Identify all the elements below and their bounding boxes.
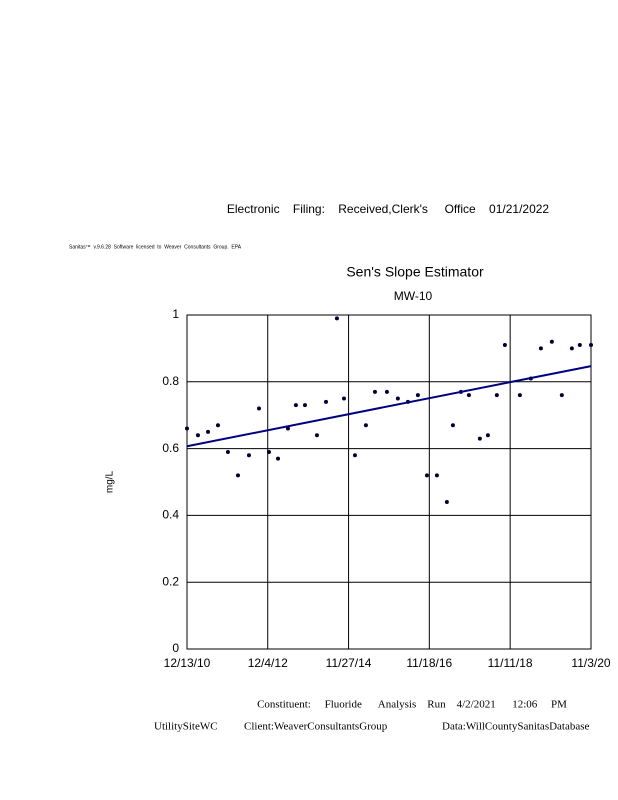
y-tick-label: 0.4 — [162, 508, 179, 522]
data-point — [334, 316, 339, 321]
x-tick-label: 11/18/16 — [406, 656, 452, 670]
data-point — [302, 403, 307, 408]
data-point — [285, 426, 290, 431]
data-point — [372, 389, 377, 394]
data-point — [444, 500, 449, 505]
data-point — [314, 433, 319, 438]
data-point — [415, 393, 420, 398]
data-point — [466, 393, 471, 398]
data-point — [206, 429, 211, 434]
data-point — [434, 473, 439, 478]
data-point — [569, 346, 574, 351]
x-tick-label: 11/3/20 — [571, 656, 610, 670]
y-tick-label: 0.2 — [162, 574, 179, 588]
data-point — [549, 339, 554, 344]
data-point — [559, 393, 564, 398]
data-point — [477, 436, 482, 441]
data-point — [352, 453, 357, 458]
data-point — [424, 473, 429, 478]
data-point — [257, 406, 262, 411]
chart-title: Sen's Slope Estimator — [346, 264, 484, 280]
filing-header: Electronic Filing: Received,Clerk's Offi… — [227, 202, 550, 216]
y-tick-label: 1 — [172, 307, 179, 321]
data-point — [185, 426, 189, 431]
plot-border — [186, 314, 592, 650]
y-axis-label: mg/L — [105, 470, 116, 493]
footer-client: Client:WeaverConsultantsGroup — [244, 721, 388, 733]
data-point — [450, 423, 455, 428]
data-point — [323, 399, 328, 404]
data-point — [589, 343, 593, 348]
y-tick-label: 0.6 — [162, 441, 179, 455]
data-point — [363, 423, 368, 428]
trend-line — [186, 365, 592, 448]
data-point — [266, 449, 271, 454]
data-point — [538, 346, 543, 351]
data-point — [517, 393, 522, 398]
data-point — [384, 389, 389, 394]
data-point — [395, 396, 400, 401]
data-point — [215, 423, 220, 428]
footer-constituent: Constituent: Fluoride Analysis Run 4/2/2… — [257, 699, 567, 711]
data-point — [577, 343, 582, 348]
data-point — [502, 343, 507, 348]
y-tick-label: 0 — [172, 641, 179, 655]
footer-data: Data:WillCountySanitasDatabase — [442, 721, 590, 733]
data-point — [341, 396, 346, 401]
data-point — [494, 393, 499, 398]
data-point — [246, 453, 251, 458]
data-point — [235, 473, 240, 478]
data-point — [293, 403, 298, 408]
x-tick-label: 12/4/12 — [248, 656, 288, 670]
data-point — [276, 456, 281, 461]
data-point — [485, 433, 490, 438]
x-tick-label: 12/13/10 — [164, 656, 211, 670]
x-tick-label: 11/27/14 — [326, 656, 372, 670]
footer-site: UtilitySiteWC — [154, 721, 218, 733]
software-note: Sanitas™ v.9.6.28 Software licensed to W… — [69, 244, 242, 250]
x-tick-label: 11/11/18 — [488, 656, 533, 670]
data-point — [195, 433, 200, 438]
chart-subtitle: MW-10 — [394, 289, 433, 303]
data-point — [225, 449, 230, 454]
y-tick-label: 0.8 — [162, 374, 179, 388]
